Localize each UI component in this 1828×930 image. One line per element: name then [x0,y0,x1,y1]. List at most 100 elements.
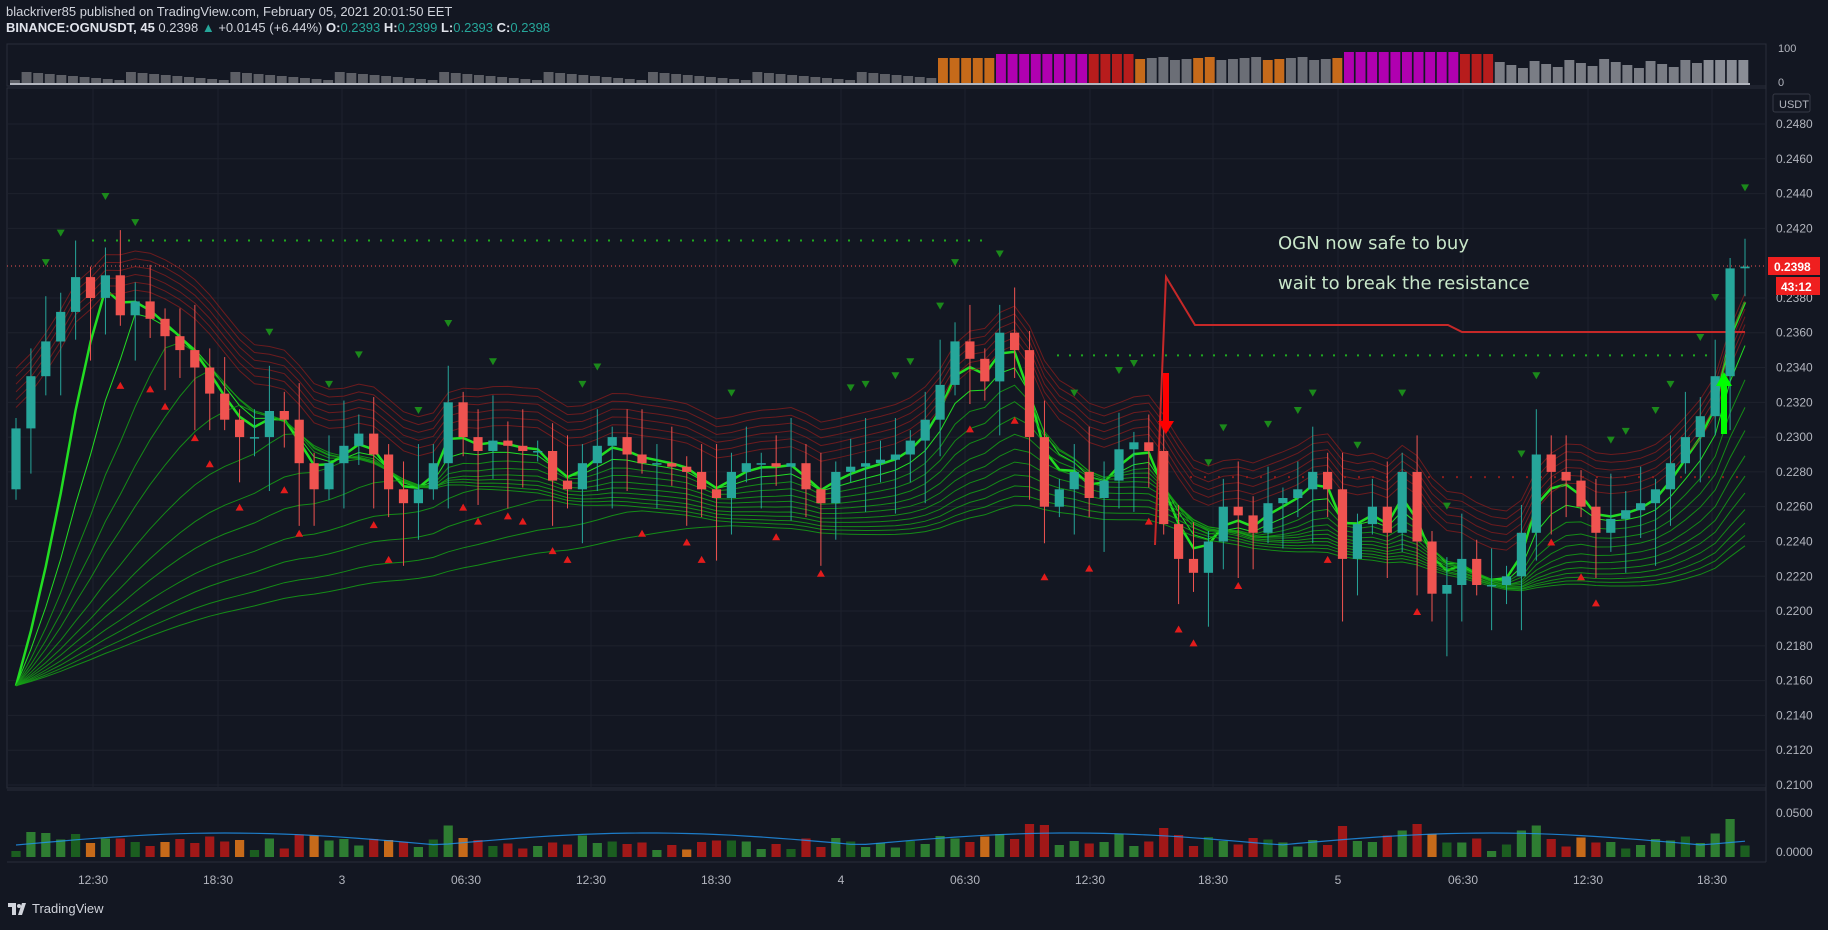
candle-body [41,341,51,377]
volume-bar [85,843,96,857]
candle-body [160,318,170,337]
volume-bar [1591,842,1601,857]
green-signal-icon [727,389,736,397]
candle-body [1665,463,1676,490]
volume-bar [741,841,751,857]
price-tick-label: 0.2140 [1776,708,1813,722]
ema-line [15,341,1746,687]
volume-bar [1144,841,1154,857]
time-tick-label: 5 [1335,873,1342,887]
oscillator-bar [474,75,484,84]
signal-markers [41,184,1749,647]
volume-bar [682,849,692,857]
oscillator-bar [10,80,20,84]
oscillator-bar [671,74,682,84]
oscillator-bar [1541,64,1552,84]
volume-bar [711,840,722,857]
oscillator-bar [566,74,577,84]
candle-body [980,358,990,382]
oscillator-bar [949,58,960,84]
price-change: +0.0145 (+6.44%) [218,20,323,35]
green-signal-icon [1666,380,1675,388]
time-axis[interactable]: 12:30 18:30 3 06:30 12:30 18:30 4 06:30 12:30 18:… [78,873,1727,887]
volume-bar [548,842,558,857]
price-tick-label: 0.2180 [1776,639,1813,653]
oscillator-bar [1274,59,1285,84]
ema-line [15,313,1746,686]
red-signal-icon [161,402,170,410]
candle-body [1412,471,1422,542]
candle-body [1561,471,1571,481]
volume-bar [41,833,51,857]
oscillator-bar [1448,52,1459,84]
green-signal-icon [1353,441,1362,449]
candle-body [607,437,617,446]
red-signal-icon [1040,573,1049,581]
volume-bar [533,846,543,857]
candle-body [577,463,587,490]
volume-bar [607,841,617,857]
volume-bar [905,841,915,857]
oscillator-bar [752,72,763,84]
candle-body [1740,266,1750,269]
red-signal-icon [235,503,244,511]
volume-bar [1218,841,1228,857]
candle-body [1069,471,1079,490]
volume-bar [339,839,349,857]
volume-bar [249,850,260,857]
green-signal-icon [1741,184,1749,192]
oscillator-bar [891,75,902,84]
price-tick-label: 0.2220 [1776,569,1813,583]
oscillator-bar [1065,54,1076,84]
green-signal-icon [1696,333,1705,341]
ema-red-line [15,273,1746,536]
ema-red-line [15,281,1746,543]
volume-bar [1501,844,1512,857]
volume-bar [1323,845,1333,857]
oscillator-bar [137,73,148,84]
volume-bar [130,842,140,857]
green-signal-icon [1114,367,1123,375]
candle-body [324,463,334,490]
open-value: 0.2393 [340,20,381,35]
oscillator-tick-label: 0 [1778,77,1784,89]
oscillator-bar [311,79,322,84]
oscillator-bar [369,75,380,84]
oscillator-bar [1297,57,1308,84]
oscillator-bar [68,76,78,84]
green-signal-icon [131,219,140,227]
ema-line [15,495,1746,687]
price-tick-label: 0.2240 [1776,534,1813,548]
oscillator-bar [1181,59,1192,84]
volume-bar [1159,828,1169,857]
oscillator-bar [775,74,786,84]
volume-bar [1487,851,1497,857]
oscillator-bar [1019,54,1030,84]
oscillator-bar [1344,52,1354,84]
footer-brand[interactable]: TradingView [8,901,104,916]
candle-body [518,445,528,451]
green-signal-icon [1606,436,1615,444]
oscillator-bar [520,79,531,84]
price-axis[interactable]: 0.24800.24600.24400.24200.23800.23600.23… [1776,43,1813,859]
oscillator-bar [392,77,403,84]
oscillator-bar [1634,68,1644,84]
candle-body [1725,268,1735,377]
symbol-name[interactable]: BINANCE:OGNUSDT, 45 [6,20,155,35]
oscillator-bar [1228,59,1238,84]
green-signal-icon [265,328,274,336]
volume-bar [1337,826,1348,857]
candle-body [1144,442,1154,451]
candle-body [1621,510,1631,519]
candle-body [354,433,364,446]
currency-box [1772,93,1811,113]
volume-bar [726,840,736,857]
oscillator-bars [10,52,1750,85]
sell-arrow-icon [1158,373,1174,434]
volume-bar [801,838,811,857]
last-price: 0.2398 [158,20,199,35]
red-signal-icon [638,529,647,537]
volume-bar [577,835,587,857]
price-tick-label: 0.2200 [1776,604,1813,618]
